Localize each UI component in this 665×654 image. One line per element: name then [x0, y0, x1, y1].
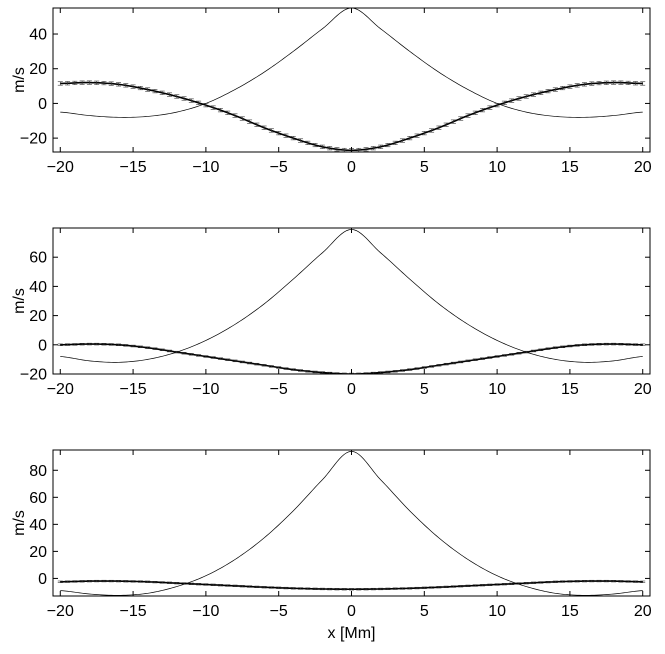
panel-2: −20 −15 −10 −5 0 5 10 15 20 −20 0 20 40 60 m/s [11, 227, 652, 398]
series-line-1 [60, 450, 643, 596]
y-tick-label: 0 [38, 337, 47, 354]
y-tick-label: 80 [29, 463, 47, 480]
x-tick-label: −5 [270, 381, 288, 398]
x-tick-label: −15 [120, 603, 147, 620]
x-tick-label: 20 [634, 159, 652, 176]
x-tick-label: −20 [47, 381, 74, 398]
panel-3: −20 −15 −10 −5 0 5 10 15 20 0 20 40 60 80 m/s x [Mm] [11, 449, 652, 642]
y-tick-label: 40 [29, 279, 47, 296]
x-tick-label: −15 [120, 159, 147, 176]
y-tick-label: 20 [29, 308, 47, 325]
x-tick-label: 15 [561, 381, 579, 398]
series-line-1 [60, 229, 643, 363]
y-axis-label: m/s [11, 288, 28, 314]
y-tick-label: 0 [38, 96, 47, 113]
x-tick-label: 5 [420, 603, 429, 620]
x-tick-label: 10 [488, 159, 506, 176]
y-tick-label: 20 [29, 61, 47, 78]
x-tick-label: 5 [420, 159, 429, 176]
x-tick-label: 0 [347, 159, 356, 176]
x-tick-label: 15 [561, 603, 579, 620]
y-tick-label: 40 [29, 27, 47, 44]
x-tick-label: −10 [192, 381, 219, 398]
x-tick-label: −5 [270, 603, 288, 620]
axes-frame [52, 227, 651, 375]
y-tick-label: 0 [38, 571, 47, 588]
error-bars [57, 579, 646, 591]
y-axis-label: m/s [11, 510, 28, 536]
x-tick-label: 20 [634, 381, 652, 398]
x-tick-label: 0 [347, 381, 356, 398]
y-axis-label: m/s [11, 67, 28, 93]
x-tick-label: 10 [488, 381, 506, 398]
x-tick-label: 0 [347, 603, 356, 620]
series-line-2 [60, 343, 643, 374]
x-tick-label: −10 [192, 159, 219, 176]
y-tick-label: 60 [29, 490, 47, 507]
x-axis-label: x [Mm] [328, 625, 376, 642]
y-tick-label: 40 [29, 517, 47, 534]
x-tick-label: −20 [47, 159, 74, 176]
y-tick-label: −20 [20, 367, 47, 384]
y-tick-label: −20 [20, 131, 47, 148]
x-tick-label: −10 [192, 603, 219, 620]
y-tick-label: 60 [29, 250, 47, 267]
error-bars [57, 342, 646, 374]
x-tick-label: −20 [47, 603, 74, 620]
y-tick-label: 20 [29, 544, 47, 561]
x-tick-label: 20 [634, 603, 652, 620]
x-tick-label: 15 [561, 159, 579, 176]
x-tick-label: 5 [420, 381, 429, 398]
error-bars [57, 80, 646, 152]
panel-1: −20 −15 −10 −5 0 5 10 15 20 −20 0 20 40 m/s [11, 7, 652, 176]
x-tick-label: −5 [270, 159, 288, 176]
x-tick-label: 10 [488, 603, 506, 620]
x-tick-label: −15 [120, 381, 147, 398]
series-line-1 [60, 8, 643, 118]
axes-frame [52, 7, 651, 153]
axes-frame [52, 449, 651, 597]
